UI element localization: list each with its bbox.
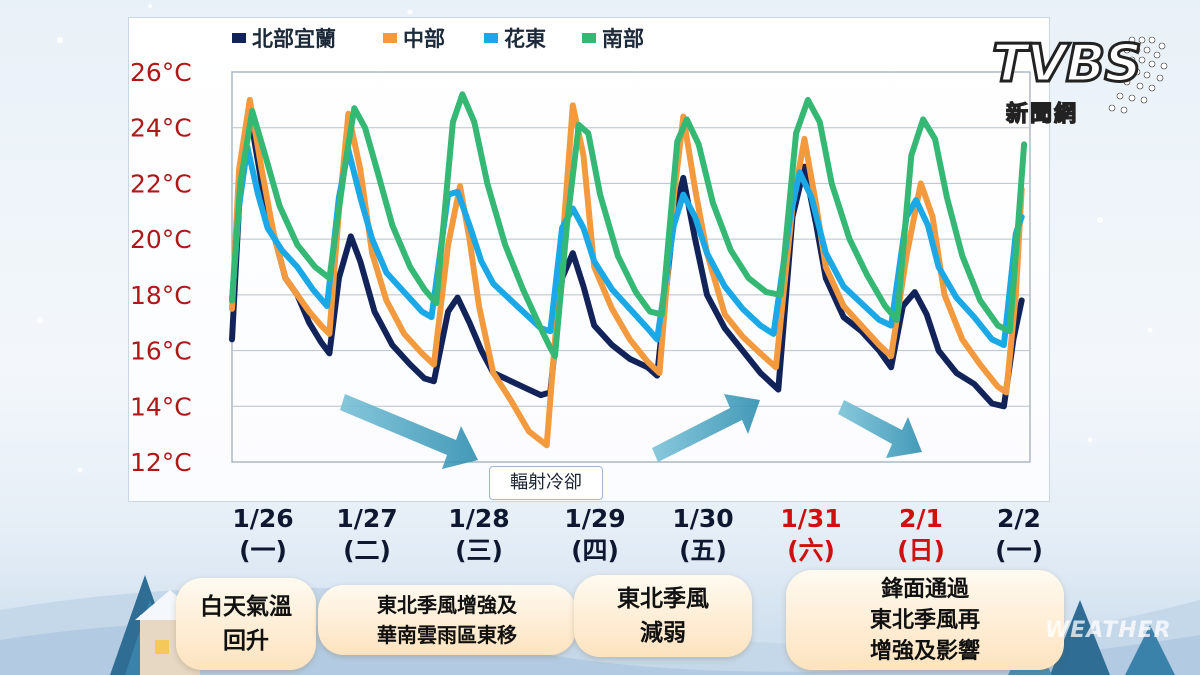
- date-text: 1/26: [232, 504, 294, 533]
- trend-arrows: [335, 394, 922, 469]
- note-line: 減弱: [640, 620, 686, 646]
- date-text: 1/28: [448, 504, 510, 533]
- note-line: 白天氣溫: [200, 594, 292, 620]
- y-tick-label: 14°C: [130, 392, 192, 421]
- date-text: 2/1: [899, 504, 943, 533]
- date-label: 1/26 (一): [208, 503, 318, 567]
- note-line: 華南雲雨區東移: [377, 623, 517, 647]
- weekday-text: (日): [897, 536, 945, 565]
- note-line: 東北季風再: [869, 607, 980, 633]
- y-axis: 26°C 24°C 22°C 20°C 18°C 16°C 14°C 12°C: [130, 58, 192, 477]
- series-line-0: [229, 110, 1025, 410]
- weather-watermark: WEATHER: [1045, 618, 1172, 643]
- legend-label: 中部: [403, 27, 445, 51]
- date-label: 1/31 (六): [756, 503, 866, 567]
- y-tick-label: 18°C: [130, 281, 192, 310]
- date-text: 2/2: [997, 504, 1041, 533]
- arrow-up: [652, 394, 760, 462]
- date-label: 2/1 (日): [866, 503, 976, 567]
- arrow-down-1: [335, 394, 478, 469]
- weekday-text: (四): [571, 536, 619, 565]
- note-monsoon-weaken: 東北季風 減弱: [574, 575, 752, 657]
- legend-label: 南部: [602, 27, 644, 51]
- date-label: 1/27 (二): [312, 503, 422, 567]
- date-text: 1/31: [780, 504, 842, 533]
- legend-swatch: [582, 33, 596, 43]
- date-label: 2/2 (一): [964, 503, 1074, 567]
- legend-swatch: [383, 33, 397, 43]
- date-text: 1/27: [336, 504, 398, 533]
- y-tick-label: 22°C: [130, 169, 192, 198]
- y-tick-label: 12°C: [130, 448, 192, 477]
- series-line-3: [229, 91, 1028, 360]
- note-line: 增強及影響: [869, 638, 980, 664]
- legend-label: 花東: [504, 27, 546, 51]
- weekday-text: (二): [343, 536, 391, 565]
- legend-label: 北部宜蘭: [252, 27, 336, 51]
- weekday-text: (一): [239, 536, 287, 565]
- date-text: 1/29: [564, 504, 626, 533]
- series-lines: [229, 91, 1028, 449]
- weekday-text: (六): [787, 536, 835, 565]
- note-warming: 白天氣溫 回升: [176, 578, 316, 670]
- y-tick-label: 20°C: [130, 225, 192, 254]
- y-tick-label: 24°C: [130, 114, 192, 143]
- legend: 北部宜蘭 中部 花東 南部: [232, 27, 644, 51]
- note-front-passing: 鋒面通過 東北季風再 增強及影響: [786, 570, 1064, 670]
- y-tick-label: 26°C: [130, 58, 192, 87]
- logo-subtitle: 新聞網: [1005, 101, 1079, 127]
- date-label: 1/28 (三): [424, 503, 534, 567]
- weekday-text: (一): [995, 536, 1043, 565]
- date-label: 1/30 (五): [648, 503, 758, 567]
- date-label: 1/29 (四): [540, 503, 650, 567]
- note-monsoon-strengthen: 東北季風增強及 華南雲雨區東移: [318, 585, 576, 655]
- date-text: 1/30: [672, 504, 734, 533]
- weekday-text: (五): [679, 536, 727, 565]
- note-line: 東北季風: [617, 586, 709, 612]
- y-tick-label: 16°C: [130, 337, 192, 366]
- tvbs-logo: TVBS 新聞網: [991, 20, 1182, 130]
- arrow-down-2: [838, 400, 922, 458]
- note-line: 鋒面通過: [880, 576, 969, 602]
- logo-wordmark: TVBS: [991, 33, 1144, 96]
- legend-swatch: [232, 33, 246, 43]
- logo-dots: [1108, 36, 1168, 114]
- note-line: 東北季風增強及: [377, 593, 517, 617]
- note-line: 回升: [223, 628, 269, 654]
- legend-swatch: [484, 33, 498, 43]
- weekday-text: (三): [455, 536, 503, 565]
- radiative-cooling-label: 輻射冷卻: [489, 466, 603, 500]
